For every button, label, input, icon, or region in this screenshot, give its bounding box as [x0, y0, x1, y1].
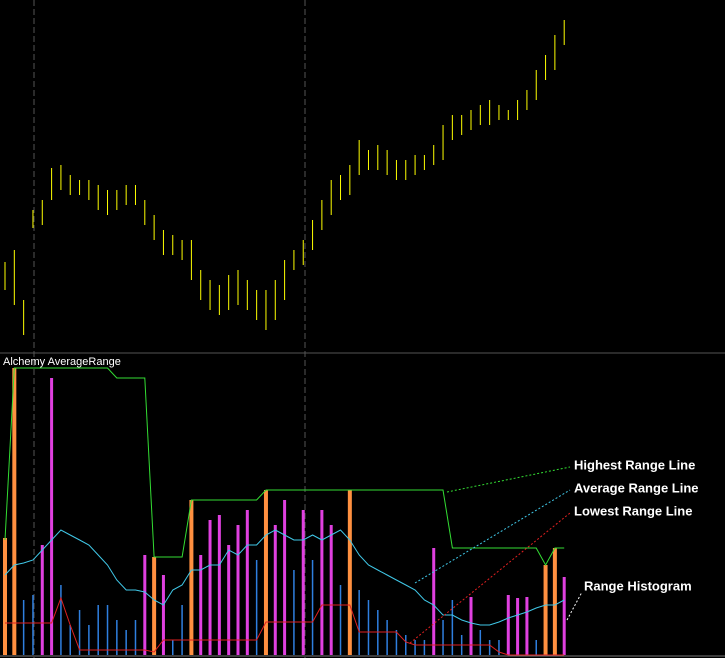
histogram-bar	[172, 640, 174, 655]
histogram-bar	[217, 515, 221, 655]
range-line	[4, 367, 565, 567]
histogram-bar	[358, 590, 360, 655]
histogram-bar	[516, 598, 520, 655]
histogram-bar	[125, 630, 127, 655]
histogram-bar	[143, 555, 147, 655]
histogram-bar	[40, 545, 44, 655]
histogram-bar	[386, 620, 388, 655]
histogram-bar	[414, 640, 416, 655]
histogram-bar	[236, 525, 240, 655]
histogram-bar	[189, 500, 194, 655]
histogram-bar	[506, 595, 510, 655]
histogram-bar	[543, 565, 548, 655]
histogram-bar	[245, 510, 249, 655]
annotation: Lowest Range Line	[574, 503, 692, 518]
histogram-bar	[152, 557, 157, 655]
histogram-bar	[432, 548, 436, 655]
histogram-bar	[469, 597, 473, 655]
histogram-bar	[442, 620, 444, 655]
indicator-title: Alchemy AverageRange	[3, 356, 121, 368]
histogram-bar	[451, 600, 454, 655]
histogram-bar	[106, 605, 109, 655]
histogram-bar	[255, 560, 258, 655]
histogram-bar	[181, 605, 183, 655]
histogram-bar	[78, 610, 81, 655]
histogram-bar	[283, 500, 287, 655]
range-line	[4, 529, 565, 626]
histogram-bar	[32, 595, 34, 655]
histogram-bar	[562, 577, 566, 655]
annotation: Range Histogram	[584, 578, 692, 593]
histogram-bar	[22, 600, 25, 655]
histogram-bar	[535, 640, 537, 655]
histogram-bar	[116, 620, 118, 655]
histogram-bar	[498, 640, 500, 655]
histogram-bar	[227, 545, 231, 655]
histogram-bar	[12, 368, 17, 655]
histogram-bar	[161, 575, 165, 655]
histogram-bar	[488, 640, 491, 655]
histogram-bar	[479, 630, 482, 655]
histogram-bar	[3, 538, 7, 655]
histogram-bar	[199, 555, 203, 655]
histogram-bar	[525, 597, 529, 655]
histogram-bar	[339, 585, 342, 655]
annotation: Average Range Line	[574, 480, 699, 495]
histogram-bar	[405, 635, 407, 655]
histogram-bar	[301, 510, 305, 655]
histogram-bar	[347, 490, 352, 655]
histogram-bar	[208, 520, 212, 655]
leader-line	[446, 466, 571, 493]
histogram-bar	[50, 378, 54, 655]
histogram-bar	[367, 600, 370, 655]
histogram-bar	[552, 548, 557, 655]
histogram-bar	[263, 490, 268, 655]
histogram-bar	[69, 625, 71, 655]
histogram-bar	[97, 605, 99, 655]
histogram-bar	[88, 625, 90, 655]
histogram-bar	[423, 640, 426, 655]
histogram-bar	[273, 525, 277, 655]
histogram-bar	[60, 585, 62, 655]
histogram-bar	[293, 570, 295, 655]
range-line	[5, 596, 565, 656]
histogram-bar	[311, 560, 314, 655]
histogram-bar	[134, 620, 137, 655]
histogram-bar	[395, 630, 398, 655]
leader-line	[566, 591, 583, 621]
histogram-bar	[329, 525, 333, 655]
leaders	[409, 466, 583, 644]
histogram-bar	[320, 510, 324, 655]
annotation: Highest Range Line	[574, 457, 695, 472]
